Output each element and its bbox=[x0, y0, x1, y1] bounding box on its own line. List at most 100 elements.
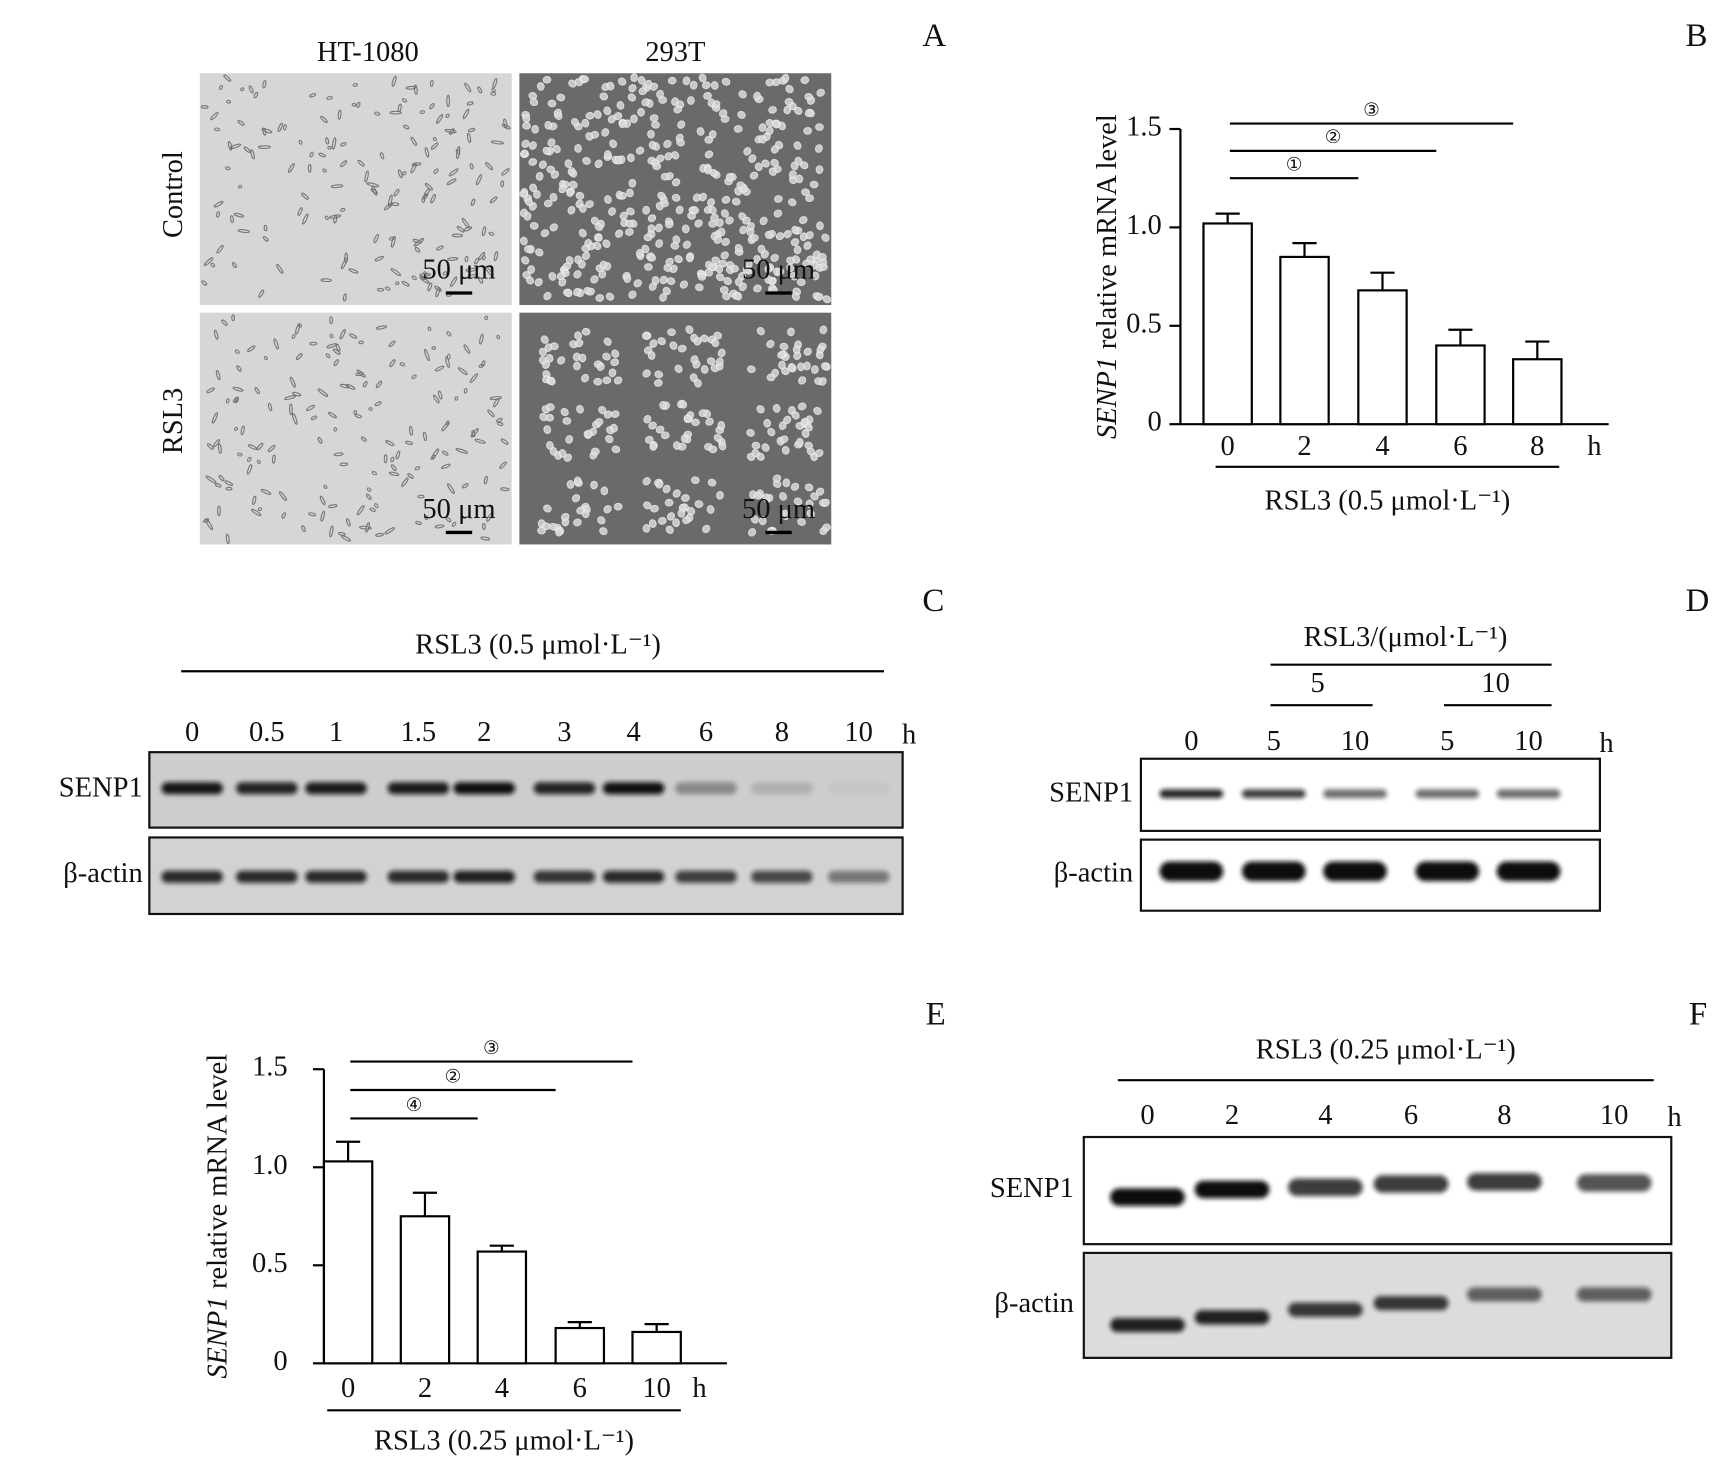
cell bbox=[594, 418, 604, 426]
cell bbox=[464, 255, 469, 263]
cell bbox=[674, 364, 683, 374]
cell bbox=[390, 268, 402, 277]
cell bbox=[599, 260, 608, 270]
cell bbox=[720, 209, 729, 218]
cell bbox=[570, 118, 580, 127]
cell bbox=[785, 84, 794, 94]
cell bbox=[682, 240, 691, 249]
cell bbox=[591, 447, 600, 456]
cell bbox=[477, 86, 483, 94]
cell bbox=[573, 476, 582, 486]
cell bbox=[746, 222, 755, 231]
cell bbox=[603, 337, 612, 346]
lane-label: 2 bbox=[1225, 1100, 1239, 1131]
cell bbox=[716, 491, 724, 500]
protein-label: β-actin bbox=[63, 858, 142, 889]
band bbox=[675, 782, 737, 795]
bar bbox=[1202, 222, 1253, 426]
band bbox=[161, 782, 223, 795]
cell bbox=[789, 272, 798, 281]
significance-label: ③ bbox=[1363, 100, 1380, 121]
cell bbox=[419, 273, 432, 277]
cell bbox=[444, 128, 457, 134]
cell bbox=[657, 191, 666, 200]
cell bbox=[659, 400, 667, 410]
cell bbox=[660, 431, 670, 440]
cell bbox=[519, 190, 529, 198]
cell bbox=[263, 224, 268, 232]
cell bbox=[213, 200, 224, 208]
cell bbox=[687, 96, 695, 105]
cell bbox=[218, 85, 223, 91]
cell bbox=[712, 100, 721, 109]
cell bbox=[457, 367, 468, 376]
cell bbox=[690, 476, 700, 485]
cell bbox=[753, 255, 761, 264]
cell bbox=[816, 88, 825, 97]
band bbox=[305, 782, 367, 795]
lane-label: 8 bbox=[775, 717, 789, 748]
cell bbox=[547, 377, 556, 386]
cell bbox=[648, 140, 657, 150]
cell bbox=[445, 356, 450, 368]
cell bbox=[395, 281, 400, 286]
cell bbox=[749, 171, 759, 180]
cell bbox=[652, 162, 662, 171]
cell bbox=[790, 482, 800, 491]
cell bbox=[538, 347, 547, 357]
cell bbox=[599, 527, 608, 536]
cell bbox=[436, 245, 444, 251]
cell bbox=[630, 73, 639, 83]
y-axis-label: SENP1 relative mRNA level bbox=[202, 1054, 233, 1379]
cell bbox=[565, 256, 574, 265]
x-tick-label: 8 bbox=[1530, 431, 1544, 462]
cell bbox=[814, 292, 824, 301]
band bbox=[1110, 1317, 1185, 1333]
cell bbox=[205, 518, 214, 531]
treatment-label: RSL3 (0.25 μmol·L⁻¹) bbox=[1256, 1034, 1516, 1065]
cell bbox=[258, 289, 265, 298]
x-unit: h bbox=[1587, 431, 1601, 462]
cell bbox=[746, 365, 756, 374]
cell bbox=[339, 383, 350, 389]
lane-label: 10 bbox=[1514, 726, 1543, 757]
band bbox=[1323, 789, 1387, 799]
cell bbox=[352, 82, 358, 87]
cell bbox=[543, 504, 552, 513]
cell bbox=[799, 161, 809, 170]
cell bbox=[779, 342, 789, 351]
panel-letter: C bbox=[922, 583, 944, 619]
band bbox=[453, 782, 515, 795]
cell bbox=[608, 207, 617, 216]
cell bbox=[756, 405, 765, 414]
cell bbox=[415, 520, 422, 526]
cell bbox=[320, 278, 332, 283]
cell bbox=[542, 146, 552, 155]
cell bbox=[791, 411, 800, 420]
cell bbox=[463, 387, 468, 394]
cell bbox=[806, 255, 816, 264]
cell bbox=[441, 450, 449, 456]
cell bbox=[474, 438, 486, 444]
cell bbox=[225, 486, 233, 491]
cell bbox=[637, 76, 646, 85]
cell bbox=[694, 500, 704, 508]
cell bbox=[422, 431, 428, 442]
cell bbox=[659, 275, 668, 285]
cell bbox=[233, 426, 239, 431]
cell bbox=[713, 331, 723, 340]
cell bbox=[545, 353, 554, 363]
cell bbox=[431, 448, 440, 459]
cell bbox=[574, 339, 584, 348]
cell bbox=[564, 159, 573, 168]
cell bbox=[764, 231, 774, 240]
cell bbox=[611, 445, 621, 454]
cell bbox=[455, 448, 468, 454]
cell bbox=[433, 168, 439, 174]
cell bbox=[800, 76, 810, 84]
cell bbox=[715, 218, 724, 228]
cell bbox=[309, 151, 314, 158]
group-label: 10 bbox=[1481, 668, 1510, 699]
cell bbox=[555, 527, 563, 537]
cell bbox=[628, 178, 637, 188]
